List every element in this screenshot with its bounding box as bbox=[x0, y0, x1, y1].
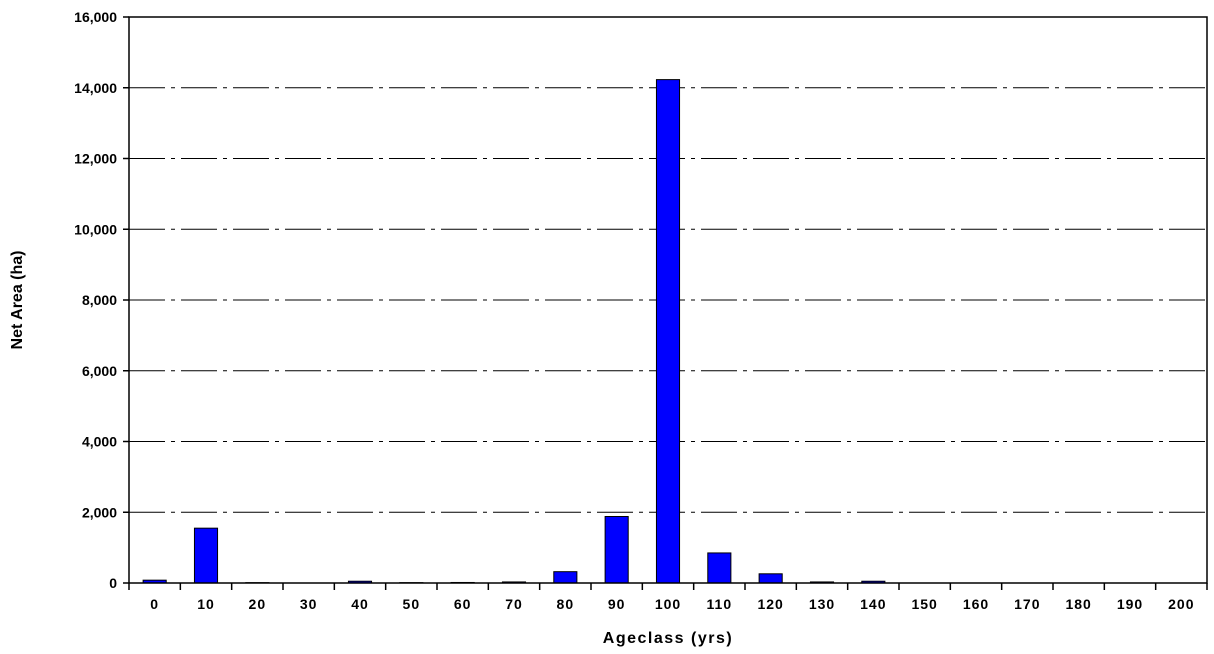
bars bbox=[142, 79, 886, 584]
x-tick-label: 130 bbox=[809, 596, 835, 612]
y-tick-label: 14,000 bbox=[74, 80, 117, 96]
x-tick-label: 80 bbox=[557, 596, 575, 612]
x-tick-label: 30 bbox=[300, 596, 318, 612]
x-axis-title: Ageclass (yrs) bbox=[603, 630, 733, 647]
x-tick-label: 120 bbox=[757, 596, 783, 612]
x-tick-label: 40 bbox=[351, 596, 369, 612]
x-tick-label: 60 bbox=[454, 596, 472, 612]
x-tick-label: 160 bbox=[963, 596, 989, 612]
y-tick-label: 12,000 bbox=[74, 151, 117, 167]
x-tick-label: 70 bbox=[505, 596, 523, 612]
bar-80 bbox=[553, 571, 578, 584]
bar-90 bbox=[604, 515, 629, 584]
y-axis-tick-labels: 0 2,000 4,000 6,000 8,000 10,000 12,000 14,000 1… bbox=[74, 9, 117, 591]
x-tick-label: 170 bbox=[1014, 596, 1040, 612]
x-tick-label: 200 bbox=[1168, 596, 1194, 612]
bar-100 bbox=[655, 79, 681, 584]
y-tick-label: 0 bbox=[109, 575, 117, 591]
x-tick-label: 190 bbox=[1117, 596, 1143, 612]
x-tick-label: 150 bbox=[911, 596, 937, 612]
x-tick-label: 180 bbox=[1065, 596, 1091, 612]
x-tick-label: 50 bbox=[403, 596, 421, 612]
y-tick-label: 8,000 bbox=[82, 292, 117, 308]
x-tick-label: 100 bbox=[655, 596, 681, 612]
bar-120 bbox=[758, 573, 783, 584]
x-tick-label: 110 bbox=[707, 596, 733, 612]
x-tick-label: 140 bbox=[860, 596, 886, 612]
y-tick-label: 6,000 bbox=[82, 363, 117, 379]
axes bbox=[123, 16, 1208, 590]
y-axis-title: Net Area (ha) bbox=[9, 251, 26, 350]
x-tick-label: 0 bbox=[150, 596, 159, 612]
y-tick-label: 4,000 bbox=[82, 434, 117, 450]
x-tick-label: 20 bbox=[249, 596, 267, 612]
x-tick-label: 90 bbox=[608, 596, 626, 612]
y-tick-label: 2,000 bbox=[82, 504, 117, 520]
y-tick-label: 10,000 bbox=[74, 221, 117, 237]
bar-10 bbox=[193, 527, 219, 584]
x-tick-label: 10 bbox=[197, 596, 215, 612]
bar-110 bbox=[707, 552, 732, 584]
y-tick-label: 16,000 bbox=[74, 9, 117, 25]
x-axis-tick-labels: 0 10 20 30 40 50 60 70 80 90 100 110 120 130 140 150 160… bbox=[150, 596, 1194, 612]
